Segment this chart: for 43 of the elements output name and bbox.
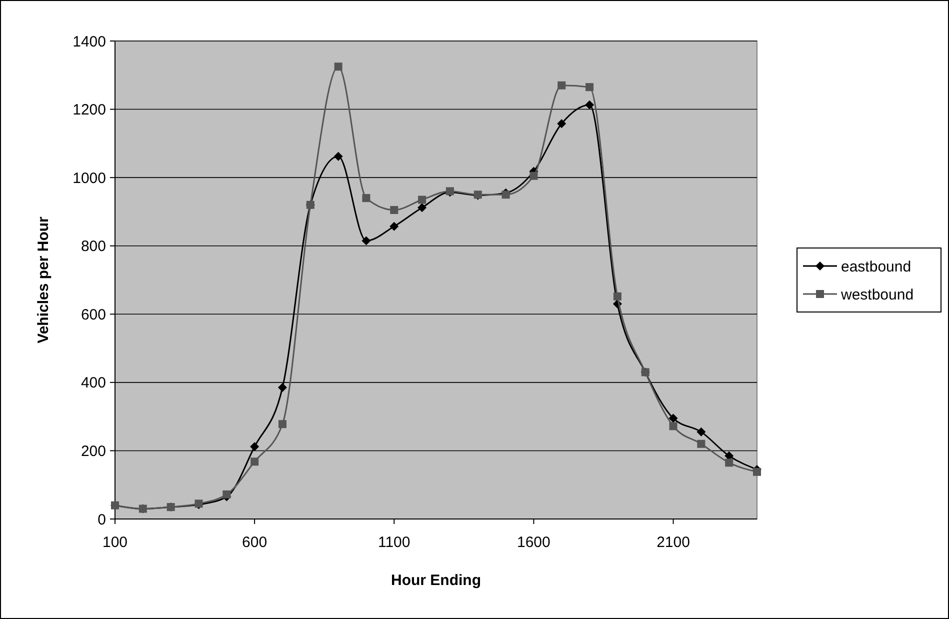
point — [725, 458, 734, 467]
point — [390, 206, 398, 214]
point — [362, 194, 370, 202]
point — [278, 383, 287, 392]
point — [696, 427, 706, 436]
point — [613, 292, 622, 300]
point — [585, 100, 594, 110]
point — [250, 442, 260, 452]
point — [362, 236, 371, 246]
point — [222, 490, 231, 498]
y-tick-label: 0 — [98, 511, 106, 528]
legend-label: westbound — [840, 286, 914, 304]
x-tick-label: 2100 — [656, 534, 690, 551]
point — [668, 414, 678, 423]
point — [753, 468, 761, 476]
x-tick-label: 1600 — [517, 534, 550, 551]
point — [334, 152, 343, 161]
point — [530, 172, 538, 180]
y-tick-label: 600 — [80, 306, 106, 324]
point — [558, 81, 566, 90]
x-tick-label: 600 — [242, 534, 268, 551]
point — [334, 62, 342, 71]
point — [390, 222, 399, 231]
y-tick-label: 1000 — [72, 170, 106, 187]
point — [278, 420, 286, 428]
point — [418, 196, 426, 204]
legend-label: eastbound — [841, 258, 912, 276]
y-tick-label: 400 — [80, 374, 106, 392]
point — [418, 203, 427, 212]
point — [557, 119, 566, 128]
point — [669, 422, 678, 430]
x-tick-label: 100 — [102, 534, 128, 551]
point — [502, 190, 510, 199]
y-tick-label: 1200 — [72, 102, 106, 119]
y-tick-label: 800 — [80, 238, 106, 256]
y-tick-label: 1400 — [72, 33, 106, 50]
point — [586, 83, 594, 92]
y-axis-title: Vehicles per Hour — [35, 216, 52, 344]
x-axis-title: Hour Ending — [391, 572, 481, 589]
point — [697, 440, 706, 448]
x-tick-label: 1100 — [378, 534, 410, 551]
y-tick-label: 200 — [80, 442, 106, 460]
point — [250, 458, 259, 466]
